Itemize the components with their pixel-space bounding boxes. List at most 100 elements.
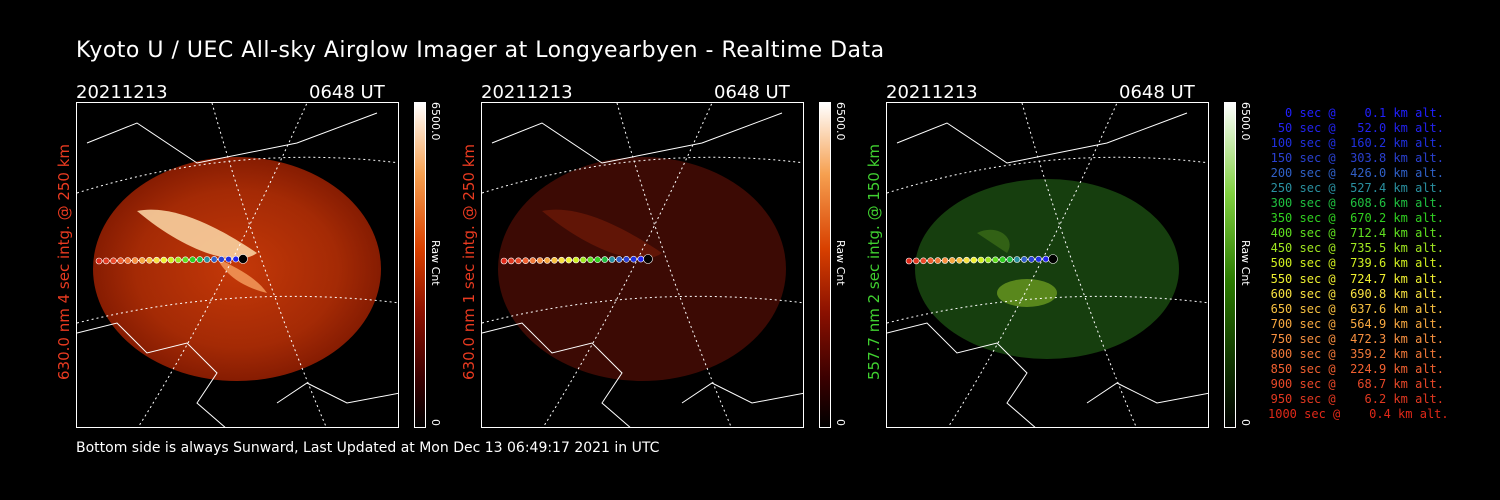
- track-dot: [225, 255, 232, 263]
- panel1-cbar-min: 0: [429, 419, 442, 426]
- panel3-allsky-image: [886, 102, 1209, 428]
- panel3-sky-disk: [915, 179, 1179, 359]
- panel3-cbar-max: 6500.0: [1239, 102, 1252, 141]
- track-dot: [160, 256, 168, 264]
- track-dot: [999, 256, 1006, 263]
- track-dot: [956, 257, 963, 264]
- legend-entry: 350 sec @ 670.2 km alt.: [1270, 211, 1444, 226]
- track-dot: [572, 256, 580, 264]
- panel2-date: 20211213: [481, 82, 573, 103]
- legend-entry: 0 sec @ 0.1 km alt.: [1285, 106, 1444, 120]
- panel3-aurora-patch: [997, 279, 1057, 307]
- legend-entry: 250 sec @ 527.4 km alt.: [1270, 181, 1444, 196]
- panel2-time: 0648 UT: [714, 82, 790, 103]
- legend-entry: 200 sec @ 426.0 km alt.: [1270, 166, 1444, 181]
- panel3-track-line: [905, 254, 1058, 265]
- track-dot: [1020, 256, 1028, 263]
- panel1-aurora-arc: [137, 209, 257, 259]
- panel1-map-svg: [77, 103, 398, 427]
- legend-entry: 550 sec @ 724.7 km alt.: [1270, 271, 1444, 286]
- legend-entry: 700 sec @ 564.9 km alt.: [1270, 316, 1444, 331]
- panel2-track-line: [500, 254, 653, 265]
- panel2-cbar-max: 6500.0: [834, 102, 847, 141]
- panel3-map-svg: [887, 103, 1208, 427]
- panel2-colorbar: [819, 102, 831, 428]
- panel1-cbar-label: Raw Cnt: [429, 240, 442, 286]
- legend-entry: 900 sec @ 68.7 km alt.: [1270, 376, 1444, 391]
- track-dot: [912, 257, 920, 265]
- track-dot: [167, 256, 175, 264]
- panel1-allsky-image: [76, 102, 399, 428]
- track-dot: [615, 256, 623, 263]
- legend-entry: 500 sec @ 739.6 km alt.: [1270, 256, 1444, 271]
- track-dot: [948, 257, 956, 264]
- panel1-cbar-max: 6500.0: [429, 102, 442, 141]
- track-dot: [920, 257, 927, 265]
- track-dot: [174, 256, 182, 264]
- track-dot: [963, 256, 970, 264]
- track-dot: [500, 257, 508, 265]
- track-dot: [196, 256, 204, 263]
- track-dot: [587, 256, 594, 264]
- track-dot: [551, 257, 558, 264]
- track-dot: [1042, 255, 1050, 263]
- track-dot: [594, 256, 601, 263]
- panel2-map-svg: [482, 103, 803, 427]
- panel1-date: 20211213: [76, 82, 168, 103]
- panel3-cbar-label: Raw Cnt: [1239, 240, 1252, 286]
- track-dot: [977, 256, 985, 264]
- track-dot: [232, 255, 240, 263]
- track-dot: [543, 257, 551, 264]
- page-title: Kyoto U / UEC All-sky Airglow Imager at …: [76, 38, 885, 63]
- track-dot: [210, 256, 218, 263]
- track-dot: [536, 257, 544, 264]
- track-dot: [558, 256, 565, 264]
- track-dot: [623, 256, 630, 263]
- track-dot: [1035, 255, 1042, 263]
- track-dot: [608, 256, 616, 263]
- altitude-legend: 0 sec @ 0.1 km alt. 50 sec @ 52.0 km alt.…: [1268, 106, 1449, 422]
- track-dot: [1006, 256, 1014, 263]
- track-dot: [992, 256, 999, 264]
- track-dot: [131, 257, 139, 264]
- panel3-cbar-min: 0: [1239, 419, 1252, 426]
- panel3-colorbar: [1224, 102, 1236, 428]
- track-dot: [1048, 254, 1058, 264]
- panel1-ylabel: 630.0 nm 4 sec intg. @ 250 km: [55, 143, 73, 380]
- track-dot: [941, 257, 949, 264]
- panel3-time: 0648 UT: [1119, 82, 1195, 103]
- legend-entry: 650 sec @ 637.6 km alt.: [1270, 301, 1444, 316]
- legend-entry: 1000 sec @ 0.4 km alt.: [1268, 406, 1449, 421]
- track-dot: [238, 254, 248, 264]
- panel1-coastline: [86, 112, 378, 164]
- panel2-cbar-label: Raw Cnt: [834, 240, 847, 286]
- track-dot: [515, 257, 522, 265]
- track-dot: [601, 256, 609, 263]
- track-dot: [218, 256, 225, 263]
- panel2-sky-disk: [498, 157, 786, 381]
- track-dot: [522, 257, 529, 264]
- track-dot: [970, 256, 978, 264]
- legend-entry: 150 sec @ 303.8 km alt.: [1270, 151, 1444, 166]
- footer-note: Bottom side is always Sunward, Last Upda…: [76, 440, 660, 456]
- track-dot: [102, 257, 110, 265]
- track-dot: [117, 257, 124, 264]
- legend-entry: 800 sec @ 359.2 km alt.: [1270, 346, 1444, 361]
- panel2-aurora-arc: [542, 209, 662, 259]
- track-dot: [203, 256, 211, 263]
- panel3-ylabel: 557.7 nm 2 sec intg. @ 150 km: [865, 143, 883, 380]
- legend-entry: 600 sec @ 690.8 km alt.: [1270, 286, 1444, 301]
- panel1-track-line: [95, 254, 248, 265]
- track-dot: [637, 255, 645, 263]
- track-dot: [529, 257, 537, 264]
- track-dot: [984, 256, 992, 264]
- legend-entry: 950 sec @ 6.2 km alt.: [1270, 391, 1444, 406]
- track-dot: [138, 257, 146, 264]
- track-dot: [124, 257, 132, 264]
- panel2-allsky-image: [481, 102, 804, 428]
- legend-entry: 750 sec @ 472.3 km alt.: [1270, 331, 1444, 346]
- track-dot: [146, 257, 153, 264]
- track-dot: [905, 257, 913, 265]
- panel3-date: 20211213: [886, 82, 978, 103]
- track-dot: [1028, 256, 1035, 263]
